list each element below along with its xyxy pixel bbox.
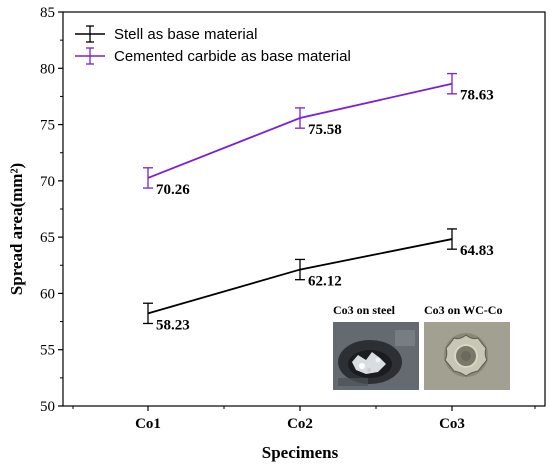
steel-sample-photo	[333, 322, 419, 390]
data-label: 78.63	[460, 88, 494, 104]
series-line	[147, 82, 453, 179]
y-tick-label: 55	[40, 343, 55, 359]
inset-wc-co-caption: Co3 on WC-Co	[424, 303, 502, 317]
legend: Stell as base material Cemented carbide a…	[75, 25, 351, 65]
legend-label: Cemented carbide as base material	[114, 48, 351, 65]
series-layer: 58.23 62.12 64.83 70.26 75.58 78.63	[143, 72, 494, 333]
legend-label: Stell as base material	[114, 26, 257, 43]
data-label: 70.26	[156, 182, 190, 198]
data-label: 64.83	[460, 243, 494, 259]
inset-steel-caption: Co3 on steel	[333, 303, 396, 317]
x-tick-label: Co3	[439, 416, 465, 432]
y-ticks: 50 55 60 65 70 75 80 85	[40, 5, 63, 415]
x-axis-title: Specimens	[262, 443, 339, 462]
y-tick-label: 75	[40, 118, 55, 134]
y-tick-label: 85	[40, 5, 55, 21]
inset-wc-co: Co3 on WC-Co	[424, 303, 510, 390]
y-tick-label: 60	[40, 286, 55, 302]
x-tick-label: Co2	[287, 416, 313, 432]
x-tick-label: Co1	[135, 416, 161, 432]
y-tick-label: 80	[40, 61, 55, 77]
x-ticks: Co1 Co2 Co3	[72, 406, 536, 432]
series-1: 58.23 62.12 64.83	[143, 228, 494, 333]
data-label: 62.12	[308, 274, 342, 290]
data-label: 58.23	[156, 317, 190, 333]
series-2: 70.26 75.58 78.63	[143, 72, 494, 198]
data-label: 75.58	[308, 122, 342, 138]
y-tick-label: 65	[40, 230, 55, 246]
y-tick-label: 50	[40, 399, 55, 415]
inset-steel: Co3 on steel	[333, 303, 419, 390]
y-axis-title: Spread area(mm²)	[7, 163, 26, 295]
wc-co-sample-photo	[424, 322, 510, 390]
y-tick-label: 70	[40, 174, 55, 190]
